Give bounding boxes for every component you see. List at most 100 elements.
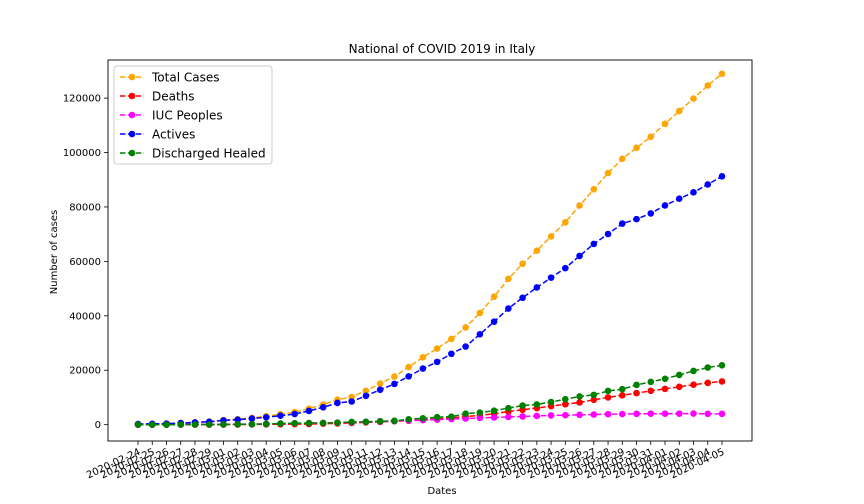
- data-point: [376, 380, 384, 387]
- legend-marker: [128, 130, 136, 138]
- data-point: [490, 407, 498, 415]
- data-point: [362, 418, 370, 426]
- data-point: [505, 275, 512, 283]
- data-point: [505, 404, 512, 412]
- legend-marker: [128, 92, 136, 100]
- data-point: [220, 421, 227, 428]
- data-point: [476, 414, 484, 422]
- y-tick-label: 120000: [63, 94, 101, 105]
- data-point: [148, 421, 156, 428]
- data-point: [661, 385, 669, 393]
- data-point: [562, 218, 569, 226]
- data-point: [262, 420, 270, 428]
- legend-item: IUC Peoples: [120, 109, 223, 123]
- data-point: [690, 367, 697, 375]
- data-point: [248, 420, 256, 428]
- data-point: [704, 181, 712, 188]
- data-point: [647, 378, 655, 386]
- data-point: [704, 364, 712, 371]
- data-point: [604, 387, 612, 395]
- data-point: [348, 398, 355, 405]
- data-point: [618, 220, 626, 227]
- y-axis: 0 20000 40000 60000 80000 100000 120000: [63, 94, 108, 431]
- data-point: [562, 264, 569, 272]
- data-point: [362, 387, 370, 395]
- data-point: [476, 409, 484, 416]
- legend-marker: [128, 111, 136, 119]
- data-point: [604, 410, 612, 418]
- data-point: [633, 389, 640, 397]
- data-point: [562, 411, 569, 419]
- data-point: [376, 386, 384, 394]
- data-point: [547, 233, 555, 240]
- data-point: [305, 419, 313, 427]
- data-point: [505, 413, 512, 421]
- data-point: [234, 416, 242, 423]
- legend: Total Cases Deaths IUC Peoples Actives Disch…: [113, 65, 273, 165]
- data-point: [590, 391, 598, 399]
- data-point: [277, 420, 284, 427]
- data-point: [448, 350, 455, 358]
- data-point: [234, 420, 242, 428]
- y-axis-label: Number of cases: [49, 210, 60, 294]
- data-point: [134, 421, 142, 428]
- data-point: [661, 375, 669, 383]
- legend-label: Discharged Healed: [152, 147, 266, 161]
- data-point: [519, 402, 526, 409]
- data-point: [647, 133, 655, 141]
- data-point: [405, 416, 412, 423]
- plot-area: [107, 59, 753, 442]
- data-point: [718, 378, 726, 385]
- data-point: [433, 358, 441, 366]
- data-point: [376, 417, 384, 425]
- data-point: [462, 324, 469, 331]
- data-point: [718, 362, 726, 369]
- data-point: [647, 410, 655, 418]
- data-point: [690, 410, 697, 417]
- data-point: [519, 413, 526, 420]
- data-point: [334, 419, 341, 427]
- data-point: [633, 381, 640, 389]
- data-point: [604, 169, 612, 177]
- data-point: [661, 410, 669, 417]
- data-point: [675, 410, 683, 417]
- data-point: [433, 345, 441, 352]
- data-point: [718, 410, 726, 418]
- data-point: [362, 392, 370, 400]
- data-point: [675, 371, 683, 379]
- data-point: [547, 274, 555, 281]
- series-actives: [134, 173, 726, 428]
- y-tick-label: 60000: [69, 257, 101, 268]
- data-point: [547, 398, 555, 406]
- data-point: [647, 210, 655, 217]
- data-point: [604, 230, 612, 238]
- data-point: [590, 411, 598, 418]
- data-point: [490, 318, 498, 325]
- data-point: [633, 410, 640, 418]
- data-point: [405, 363, 412, 371]
- data-point: [191, 421, 199, 428]
- legend-item: Discharged Healed: [120, 147, 266, 161]
- legend-marker: [128, 73, 136, 81]
- data-point: [519, 294, 526, 302]
- data-point: [177, 421, 185, 428]
- legend-label: Actives: [152, 128, 195, 142]
- data-point: [618, 385, 626, 393]
- series-discharged-healed: [134, 362, 726, 428]
- data-point: [391, 373, 398, 380]
- data-point: [675, 195, 683, 202]
- data-point: [505, 305, 512, 312]
- data-point: [590, 185, 598, 193]
- legend-item: Deaths: [120, 90, 195, 104]
- data-point: [576, 411, 583, 419]
- data-point: [590, 396, 598, 404]
- legend-label: IUC Peoples: [152, 109, 223, 123]
- data-point: [533, 412, 541, 420]
- legend-label: Total Cases: [151, 71, 219, 85]
- data-point: [448, 335, 455, 343]
- data-point: [690, 188, 697, 196]
- data-point: [562, 395, 569, 403]
- data-point: [675, 107, 683, 115]
- y-tick-label: 20000: [69, 366, 101, 377]
